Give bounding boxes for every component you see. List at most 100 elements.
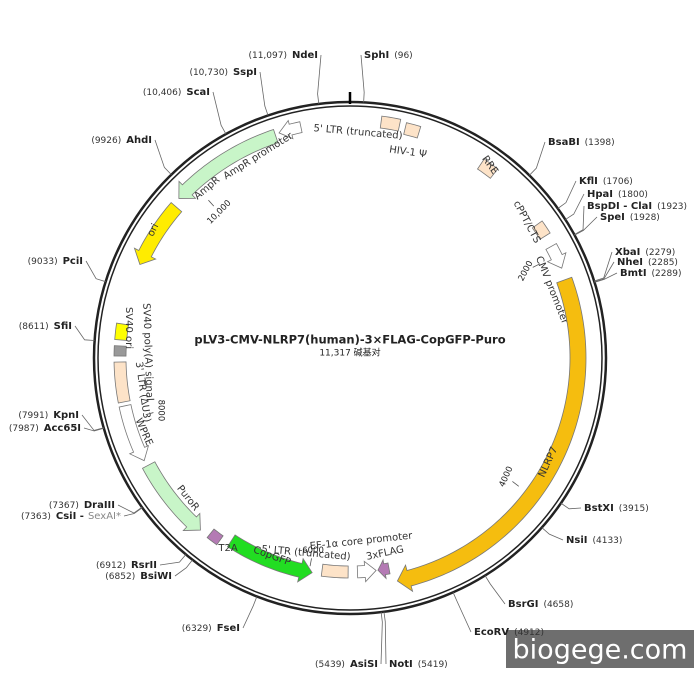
site-name: NotI [389, 659, 413, 670]
site-position: (2279) [645, 248, 675, 258]
scale-label: 6000 [302, 546, 324, 556]
feature-label: SV40 ori [123, 307, 134, 349]
map-title: pLV3-CMV-NLRP7(human)-3×FLAG-CopGFP-Puro [194, 333, 505, 347]
site-label: SpeI (1928) [600, 212, 660, 223]
site-name: BspDI - ClaI [587, 201, 652, 212]
site-label: NsiI (4133) [566, 535, 622, 546]
site-position: (1800) [618, 190, 648, 200]
site-position: (1923) [657, 202, 687, 212]
site-leader [380, 612, 383, 665]
site-name: KpnI [53, 410, 79, 421]
site-label: SphI (96) [364, 50, 413, 61]
feature-label: ori [146, 222, 162, 239]
site-label: NheI (2285) [617, 257, 678, 268]
site-leader [452, 592, 472, 633]
site-label: (7991) KpnI [18, 410, 79, 421]
site-name: BsrGI [508, 599, 538, 610]
site-leader [154, 139, 172, 175]
site-position: (96) [394, 51, 412, 61]
feature [320, 563, 349, 579]
feature-label: cPPT/CTS [511, 199, 543, 245]
site-leader [484, 575, 506, 605]
site-leader [81, 414, 104, 431]
site-label: (10,406) ScaI [143, 87, 210, 98]
site-leader [557, 180, 577, 209]
site-leader [529, 141, 546, 176]
site-leader [560, 502, 582, 510]
site-position: (5419) [418, 660, 448, 670]
site-name: Acc65I [44, 423, 81, 434]
scale-tick [145, 412, 154, 416]
site-position: (6852) [105, 572, 135, 582]
site-position: (2289) [652, 269, 682, 279]
site-position: (6329) [182, 624, 212, 634]
site-label: BspDI - ClaI (1923) [587, 201, 687, 212]
feature-label: SV40 poly(A) signal [140, 303, 154, 401]
watermark: biogege.com [513, 635, 688, 666]
site-position: (10,406) [143, 88, 182, 98]
scale-tick [512, 481, 520, 487]
scale-tick [208, 199, 215, 207]
site-label: (7987) Acc65I [9, 423, 81, 434]
site-label: (7363) CsiI - SexAI* [21, 511, 121, 522]
site-position: (4912) [514, 628, 544, 638]
feature [178, 128, 279, 199]
feature [118, 404, 150, 462]
site-alt-name: SexAI* [88, 511, 121, 522]
site-leader [259, 71, 269, 116]
site-label: (6912) RsrII [96, 560, 157, 571]
site-position: (1398) [585, 138, 615, 148]
site-leader [117, 504, 143, 514]
scale-label: 4000 [498, 465, 516, 489]
site-name: PciI [63, 256, 83, 267]
site-name: DraIII [84, 500, 115, 511]
feature [206, 528, 224, 546]
feature [379, 115, 402, 132]
site-position: (7367) [49, 501, 79, 511]
feature-label: 3xFLAG [365, 544, 405, 563]
site-name: NheI [617, 257, 643, 268]
site-leader [85, 260, 106, 283]
site-name: BmtI [620, 268, 647, 279]
site-leader [242, 596, 258, 629]
feature [113, 361, 131, 404]
site-name: EcoRV [474, 627, 509, 638]
feature [113, 345, 127, 357]
site-label: (6329) FseI [182, 623, 240, 634]
feature [114, 322, 129, 341]
site-label: (9926) AhdI [91, 135, 152, 146]
scale-label: 10,000 [205, 198, 233, 226]
site-name: SfiI [54, 321, 72, 332]
site-position: (7363) [21, 512, 51, 522]
site-name: AhdI [126, 135, 152, 146]
feature [278, 119, 303, 140]
site-label: (11,097) NdeI [248, 50, 318, 61]
site-position: (7987) [9, 424, 39, 434]
site-name: KflI [579, 176, 598, 187]
scale-tick [532, 263, 541, 268]
site-name: BsiWI [140, 571, 172, 582]
site-position: (11,097) [248, 51, 287, 61]
site-leader [565, 193, 585, 220]
scale-label: 8000 [156, 400, 166, 422]
site-name: FseI [217, 623, 240, 634]
feature [133, 201, 183, 265]
site-name: RsrII [131, 560, 157, 571]
backbone-inner [97, 105, 603, 611]
feature [545, 243, 567, 269]
site-name: BsaBI [548, 137, 580, 148]
site-position: (3915) [619, 504, 649, 514]
site-name: BstXI [584, 503, 614, 514]
feature-label: T2A [217, 543, 237, 554]
site-label: (7367) DraIII [49, 500, 115, 511]
site-leader [574, 205, 585, 235]
scale-label: 2000 [517, 259, 536, 283]
site-label: (5439) AsiSI [315, 659, 378, 670]
site-leader [594, 251, 613, 282]
feature [356, 560, 377, 583]
site-name: SspI [233, 67, 257, 78]
site-label: BsrGI (4658) [508, 599, 573, 610]
site-label: KflI (1706) [579, 176, 633, 187]
site-label: BsaBI (1398) [548, 137, 615, 148]
